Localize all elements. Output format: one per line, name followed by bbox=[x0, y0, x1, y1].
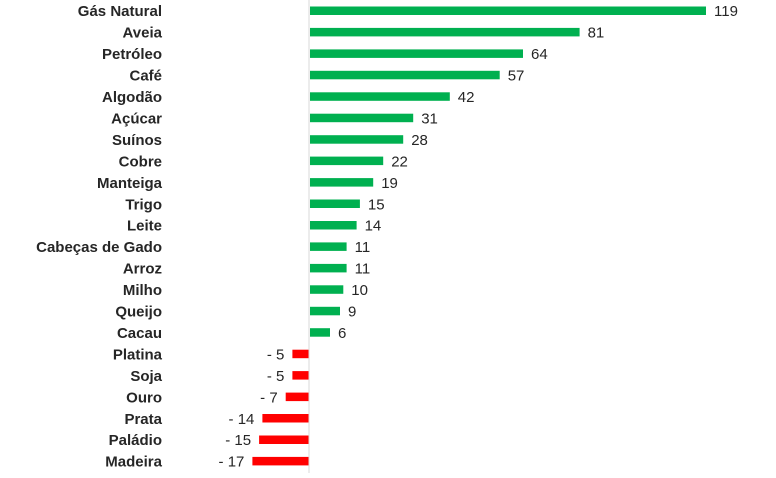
category-label: Madeira bbox=[105, 454, 162, 471]
bar bbox=[310, 328, 330, 337]
category-label: Cobre bbox=[119, 153, 162, 170]
bar bbox=[310, 92, 450, 101]
category-label: Arroz bbox=[123, 261, 162, 278]
value-label: 31 bbox=[421, 111, 438, 128]
category-label: Açúcar bbox=[111, 111, 162, 128]
bar bbox=[310, 199, 360, 208]
category-label: Cabeças de Gado bbox=[36, 239, 162, 256]
value-label: 64 bbox=[531, 46, 548, 63]
bar bbox=[310, 70, 500, 80]
bar bbox=[252, 456, 309, 466]
value-label: 57 bbox=[508, 68, 525, 85]
category-label: Soja bbox=[130, 368, 162, 385]
bar bbox=[310, 49, 523, 58]
bar bbox=[285, 392, 309, 402]
category-label: Paládio bbox=[109, 432, 162, 449]
value-label: - 14 bbox=[229, 411, 255, 428]
category-label: Suínos bbox=[112, 132, 162, 149]
category-label: Leite bbox=[127, 218, 162, 235]
value-label: 6 bbox=[338, 325, 346, 342]
bar bbox=[310, 221, 357, 230]
value-label: 11 bbox=[355, 261, 371, 278]
bar bbox=[262, 414, 309, 423]
value-label: 81 bbox=[588, 25, 605, 42]
category-label: Cacau bbox=[117, 325, 162, 342]
category-labels: Gás Natural Aveia Petróleo Café Algodão Açúca… bbox=[36, 3, 163, 471]
category-label: Prata bbox=[124, 411, 162, 428]
bar bbox=[292, 371, 309, 380]
bar bbox=[310, 178, 374, 187]
value-label: - 5 bbox=[267, 346, 285, 363]
category-label: Ouro bbox=[126, 389, 162, 406]
bar bbox=[310, 6, 706, 15]
value-label: - 7 bbox=[260, 389, 278, 406]
value-label: 42 bbox=[458, 89, 475, 106]
bar bbox=[310, 113, 414, 123]
bar bbox=[292, 349, 309, 359]
value-label: 14 bbox=[365, 218, 382, 235]
category-label: Petróleo bbox=[102, 46, 162, 63]
bar bbox=[310, 135, 404, 144]
value-label: 22 bbox=[391, 153, 408, 170]
value-label: 28 bbox=[411, 132, 428, 149]
category-label: Algodão bbox=[102, 89, 162, 106]
bar bbox=[310, 285, 344, 294]
category-label: Platina bbox=[113, 346, 163, 363]
value-label: - 15 bbox=[225, 432, 251, 449]
bar bbox=[310, 27, 580, 37]
value-label: 10 bbox=[351, 282, 368, 299]
value-label: 19 bbox=[381, 175, 398, 192]
category-label: Aveia bbox=[123, 25, 163, 42]
bar bbox=[310, 263, 347, 273]
category-label: Trigo bbox=[125, 196, 162, 213]
value-label: - 17 bbox=[219, 454, 245, 471]
bar bbox=[259, 435, 309, 444]
value-label: 9 bbox=[348, 304, 356, 321]
bars-layer bbox=[252, 6, 706, 466]
category-label: Queijo bbox=[115, 304, 162, 321]
bar bbox=[310, 242, 347, 251]
category-label: Manteiga bbox=[97, 175, 163, 192]
category-label: Café bbox=[129, 68, 162, 85]
bar bbox=[310, 156, 384, 166]
value-label: - 5 bbox=[267, 368, 285, 385]
value-label: 11 bbox=[355, 239, 371, 256]
category-label: Milho bbox=[123, 282, 162, 299]
value-label: 119 bbox=[714, 3, 738, 20]
category-label: Gás Natural bbox=[78, 3, 162, 20]
value-label: 15 bbox=[368, 196, 385, 213]
bar bbox=[310, 306, 340, 316]
